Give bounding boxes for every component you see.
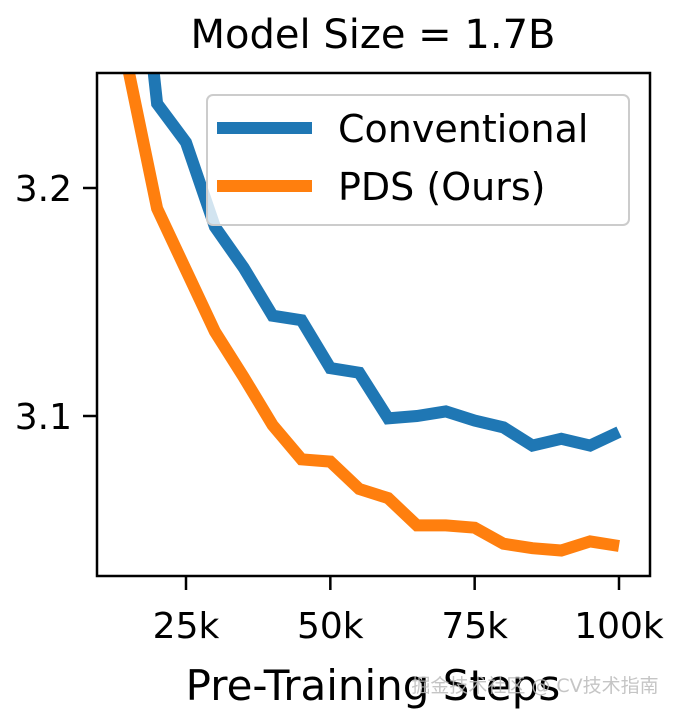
- x-tick-label: 75k: [441, 606, 508, 647]
- y-tick-label: 3.1: [15, 397, 72, 438]
- x-tick-label: 25k: [153, 606, 220, 647]
- legend: Conventional PDS (Ours): [206, 94, 630, 226]
- legend-label-pds: PDS (Ours): [338, 165, 545, 209]
- legend-label-conventional: Conventional: [338, 107, 588, 151]
- x-tick-label: 50k: [297, 606, 364, 647]
- x-tick-label: 100k: [574, 606, 664, 647]
- plot-frame: [95, 71, 652, 578]
- chart-title: Model Size = 1.7B: [191, 12, 556, 58]
- legend-frame: [206, 94, 630, 226]
- watermark: 掘金技术社区 @ CV技术指南: [411, 675, 658, 697]
- series-line-pds-ours: [122, 73, 620, 557]
- y-tick-label: 3.2: [15, 169, 72, 210]
- x-axis-label: Pre-Training Steps: [186, 661, 561, 710]
